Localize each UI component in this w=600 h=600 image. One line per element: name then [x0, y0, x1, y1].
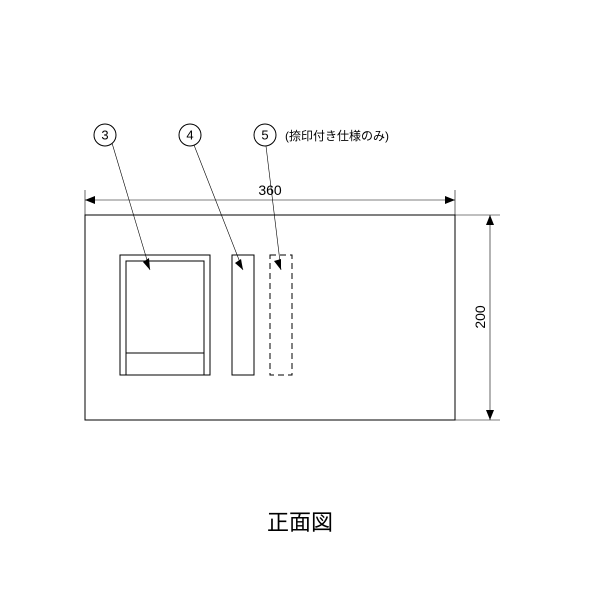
- option-note: (捺印付き仕様のみ): [285, 129, 389, 143]
- balloon-3-label: 3: [101, 128, 108, 143]
- balloon-5-label: 5: [261, 128, 268, 143]
- balloon-4: 4: [179, 124, 243, 270]
- drawing-title: 正面図: [267, 510, 333, 535]
- balloon-3: 3: [94, 124, 150, 270]
- drawing-canvas: 360 200 3 4 5 (捺印付き仕様のみ) 正面図: [0, 0, 600, 600]
- dimension-height: 200: [455, 215, 500, 420]
- dimension-height-value: 200: [472, 305, 488, 329]
- feature-5: [270, 255, 292, 375]
- dimension-width-value: 360: [258, 182, 282, 198]
- feature-4: [232, 255, 254, 375]
- feature-3: [120, 255, 210, 375]
- balloon-4-label: 4: [186, 128, 193, 143]
- dimension-width: 360: [85, 182, 455, 215]
